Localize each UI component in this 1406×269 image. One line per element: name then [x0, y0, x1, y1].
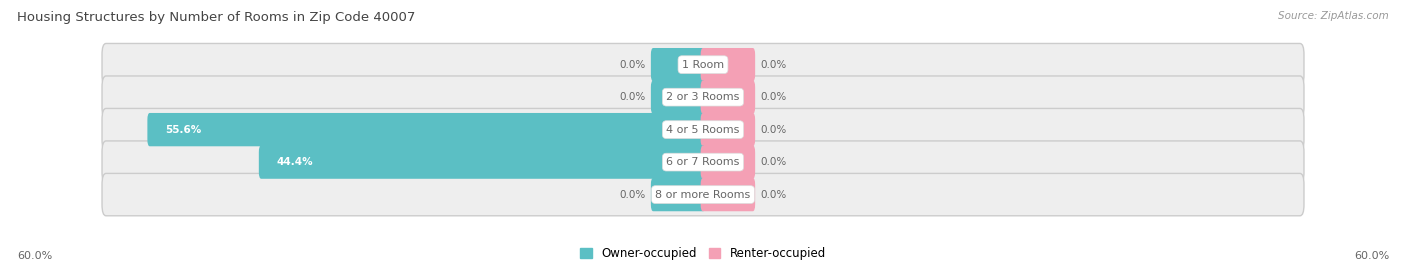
Text: 0.0%: 0.0%: [619, 190, 645, 200]
Text: 60.0%: 60.0%: [17, 251, 52, 261]
Text: 55.6%: 55.6%: [165, 125, 201, 134]
Text: 0.0%: 0.0%: [761, 92, 787, 102]
FancyBboxPatch shape: [700, 80, 755, 114]
Text: 2 or 3 Rooms: 2 or 3 Rooms: [666, 92, 740, 102]
Text: 0.0%: 0.0%: [761, 157, 787, 167]
FancyBboxPatch shape: [103, 44, 1303, 86]
Text: 4 or 5 Rooms: 4 or 5 Rooms: [666, 125, 740, 134]
FancyBboxPatch shape: [103, 76, 1303, 118]
Text: 0.0%: 0.0%: [761, 190, 787, 200]
FancyBboxPatch shape: [103, 174, 1303, 216]
Text: 1 Room: 1 Room: [682, 60, 724, 70]
FancyBboxPatch shape: [259, 146, 706, 179]
Text: 6 or 7 Rooms: 6 or 7 Rooms: [666, 157, 740, 167]
FancyBboxPatch shape: [103, 108, 1303, 151]
FancyBboxPatch shape: [148, 113, 706, 146]
Text: 44.4%: 44.4%: [276, 157, 312, 167]
FancyBboxPatch shape: [651, 48, 706, 81]
Text: 0.0%: 0.0%: [619, 60, 645, 70]
FancyBboxPatch shape: [103, 141, 1303, 183]
Text: 0.0%: 0.0%: [619, 92, 645, 102]
FancyBboxPatch shape: [700, 178, 755, 211]
FancyBboxPatch shape: [700, 113, 755, 146]
Text: 8 or more Rooms: 8 or more Rooms: [655, 190, 751, 200]
FancyBboxPatch shape: [651, 178, 706, 211]
FancyBboxPatch shape: [700, 146, 755, 179]
Legend: Owner-occupied, Renter-occupied: Owner-occupied, Renter-occupied: [579, 247, 827, 260]
Text: 60.0%: 60.0%: [1354, 251, 1389, 261]
FancyBboxPatch shape: [700, 48, 755, 81]
FancyBboxPatch shape: [651, 80, 706, 114]
Text: Housing Structures by Number of Rooms in Zip Code 40007: Housing Structures by Number of Rooms in…: [17, 11, 415, 24]
Text: 0.0%: 0.0%: [761, 125, 787, 134]
Text: Source: ZipAtlas.com: Source: ZipAtlas.com: [1278, 11, 1389, 21]
Text: 0.0%: 0.0%: [761, 60, 787, 70]
